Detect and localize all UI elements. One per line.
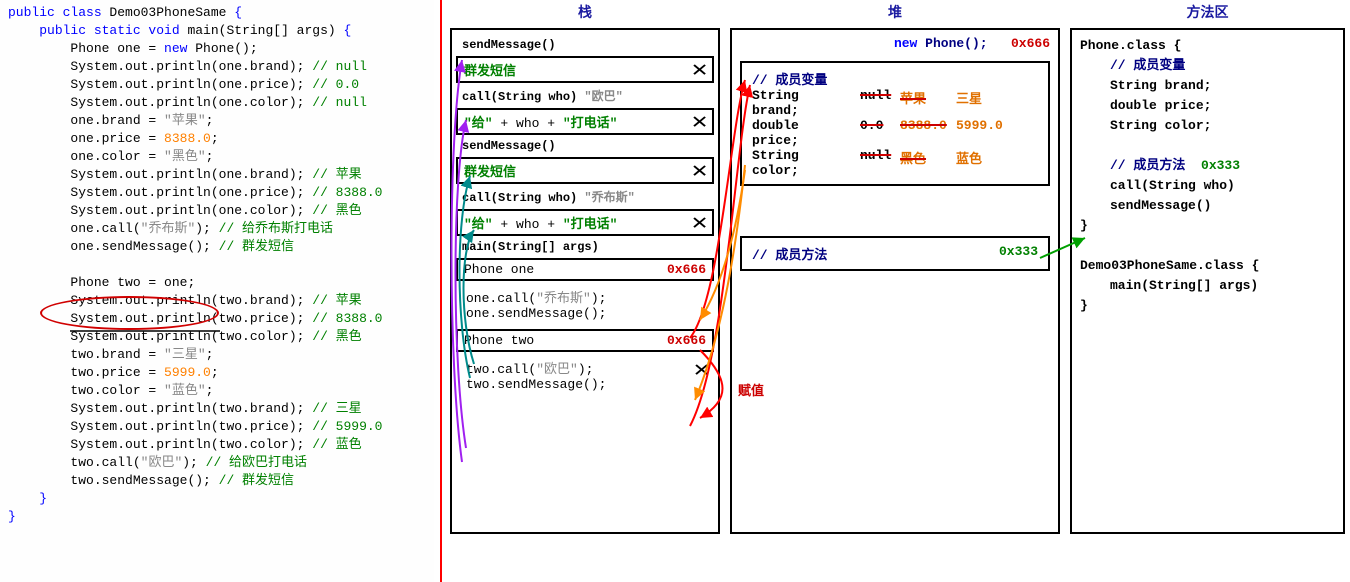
stack-frame-main: main(String[] args)Phone one0x666one.cal… [456, 238, 714, 398]
phone-method-1: call(String who) [1080, 176, 1335, 196]
heap-object: // 成员变量 String brand;null苹果三星double pric… [740, 61, 1050, 186]
main-calls-1: one.call("乔布斯");one.sendMessage(); [456, 281, 714, 327]
heap-field-row: double price;0.08388.05999.0 [752, 118, 1038, 148]
heap-title: 堆 [730, 2, 1060, 22]
stack-column: 栈 sendMessage()群发短信✕call(String who) "欧巴… [450, 0, 720, 534]
method-area-title: 方法区 [1070, 2, 1345, 22]
demo-class-head: Demo03PhoneSame.class { [1080, 256, 1335, 276]
stack-box: sendMessage()群发短信✕call(String who) "欧巴""… [450, 28, 720, 534]
method-area-column: 方法区 Phone.class { // 成员变量 String brand; … [1070, 0, 1345, 534]
stack-frame: call(String who) "乔布斯""给" + who + "打电话"✕ [456, 186, 714, 236]
stack-title: 栈 [450, 2, 720, 22]
stack-frame: sendMessage()群发短信✕ [456, 137, 714, 184]
stack-frame: sendMessage()群发短信✕ [456, 36, 714, 83]
main-calls-2: two.call("欧巴");two.sendMessage();✕ [456, 352, 714, 398]
phone-member-2: double price; [1080, 96, 1335, 116]
red-divider [440, 0, 442, 582]
heap-box: new Phone(); 0x666 // 成员变量 String brand;… [730, 28, 1060, 534]
phone-member-3: String color; [1080, 116, 1335, 136]
phone-method-2: sendMessage() [1080, 196, 1335, 216]
phone-member-1: String brand; [1080, 76, 1335, 96]
phone-class-head: Phone.class { [1080, 36, 1335, 56]
heap-members-title: // 成员变量 [752, 69, 1038, 88]
heap-methods: // 成员方法 0x333 [740, 236, 1050, 271]
method-area-box: Phone.class { // 成员变量 String brand; doub… [1070, 28, 1345, 534]
stack-frame: call(String who) "欧巴""给" + who + "打电话"✕ [456, 85, 714, 135]
main-var-two: Phone two0x666 [456, 329, 714, 352]
code-panel: public class Demo03PhoneSame { public st… [0, 0, 434, 582]
heap-field-row: String brand;null苹果三星 [752, 88, 1038, 118]
heap-new-line: new Phone(); 0x666 [740, 36, 1050, 51]
method-area-addr: 0x333 [1201, 158, 1240, 173]
heap-methods-addr: 0x333 [999, 244, 1038, 263]
heap-column: 堆 new Phone(); 0x666 // 成员变量 String bran… [730, 0, 1060, 534]
main-var-one: Phone one0x666 [456, 258, 714, 281]
assign-label: 赋值 [738, 380, 764, 399]
heap-field-row: String color;null黑色蓝色 [752, 148, 1038, 178]
